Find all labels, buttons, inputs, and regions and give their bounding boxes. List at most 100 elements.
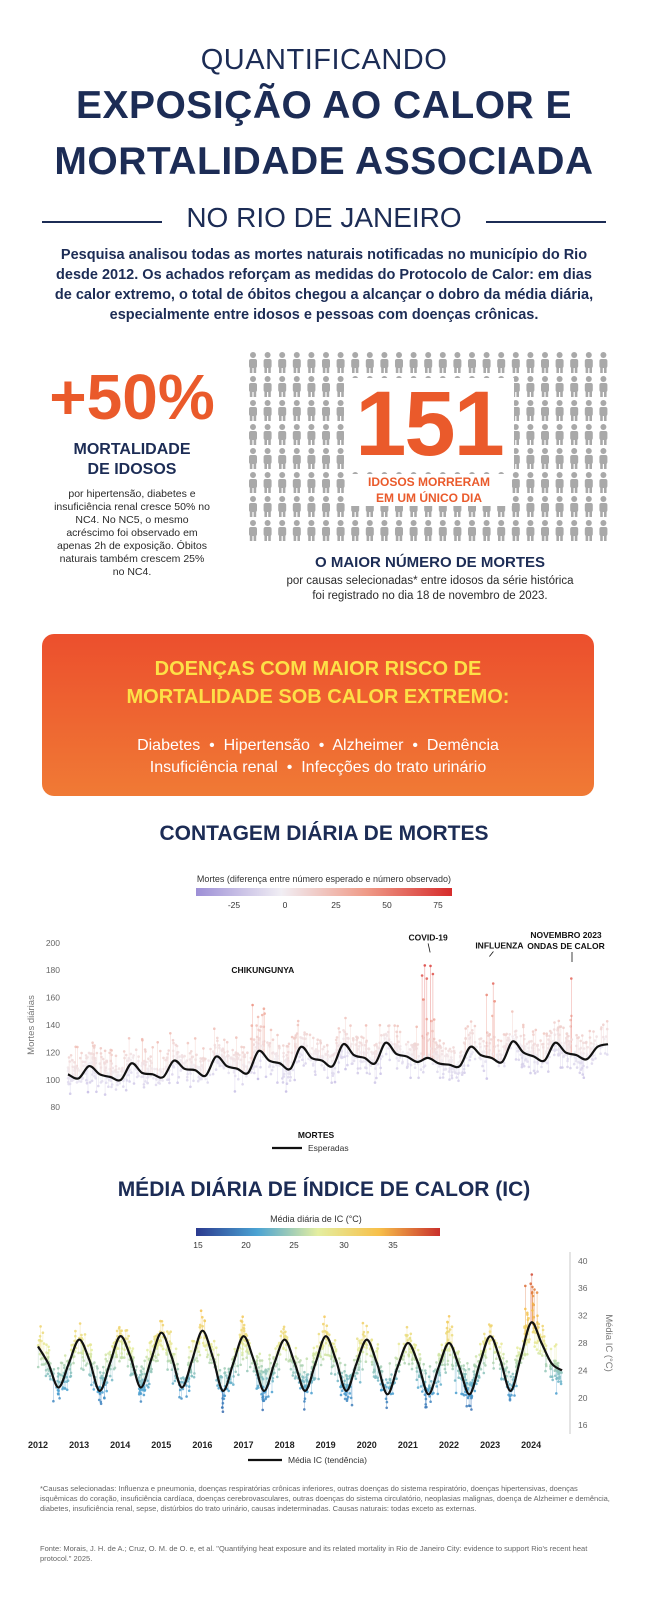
chart2-xtick: 2015 bbox=[151, 1440, 171, 1450]
person-icon bbox=[336, 448, 345, 469]
person-icon bbox=[292, 472, 301, 493]
person-icon bbox=[292, 376, 301, 397]
diseases-title-line1: DOENÇAS COM MAIOR RISCO DE bbox=[154, 658, 482, 680]
person-icon bbox=[336, 400, 345, 421]
person-icon bbox=[307, 520, 316, 541]
person-icon bbox=[468, 520, 476, 541]
annotation-november-2023: NOVEMBRO 2023 bbox=[530, 930, 602, 940]
colorbar1-tick: 0 bbox=[283, 900, 288, 910]
person-icon bbox=[322, 400, 330, 421]
person-icon bbox=[292, 448, 301, 469]
person-icon bbox=[307, 352, 316, 373]
person-icon bbox=[322, 424, 330, 445]
person-icon bbox=[555, 352, 564, 373]
person-icon bbox=[599, 520, 608, 541]
colorbar1-tick: 50 bbox=[382, 900, 392, 910]
diseases-box bbox=[42, 634, 594, 796]
chart2-title: MÉDIA DIÁRIA DE ÍNDICE DE CALOR (IC) bbox=[117, 1178, 531, 1201]
person-icon bbox=[322, 448, 330, 469]
chart2-ytick: 36 bbox=[578, 1283, 588, 1293]
annotation-covid: COVID-19 bbox=[409, 932, 448, 942]
person-icon bbox=[263, 496, 272, 517]
person-icon bbox=[278, 400, 287, 421]
person-icon bbox=[438, 352, 447, 373]
chart2-ylabel: Média IC (°C) bbox=[603, 1314, 614, 1372]
person-icon bbox=[541, 496, 549, 517]
person-icon bbox=[555, 472, 564, 493]
person-icon bbox=[541, 376, 549, 397]
chart1-ytick: 100 bbox=[46, 1075, 60, 1085]
colorbar2-tick: 15 bbox=[193, 1240, 203, 1250]
title-line-1: QUANTIFICANDO bbox=[200, 44, 448, 76]
person-icon bbox=[263, 448, 272, 469]
person-icon bbox=[322, 352, 330, 373]
colorbar1-tick: 25 bbox=[331, 900, 341, 910]
person-icon bbox=[497, 520, 506, 541]
person-icon bbox=[278, 496, 287, 517]
chart2-ytick: 16 bbox=[578, 1420, 588, 1430]
person-icon bbox=[380, 352, 389, 373]
stat-151-label-line2: EM UM ÚNICO DIA bbox=[376, 491, 482, 505]
heat-index-chart: Média diária de IC (°C)15 20 25 30 351620242… bbox=[28, 1214, 614, 1465]
person-icon bbox=[278, 448, 287, 469]
person-icon bbox=[424, 352, 433, 373]
person-icon bbox=[336, 496, 345, 517]
person-icon bbox=[584, 376, 593, 397]
person-icon bbox=[307, 400, 316, 421]
annotation-heat-waves: ONDAS DE CALOR bbox=[527, 941, 604, 951]
person-icon bbox=[292, 400, 301, 421]
person-icon bbox=[599, 400, 608, 421]
chart1-ytick: 160 bbox=[46, 993, 60, 1003]
person-icon bbox=[336, 472, 345, 493]
person-icon bbox=[526, 496, 535, 517]
chart2-ytick: 40 bbox=[578, 1256, 588, 1266]
person-icon bbox=[584, 472, 593, 493]
person-icon bbox=[511, 352, 520, 373]
person-icon bbox=[292, 520, 301, 541]
person-icon bbox=[555, 448, 564, 469]
chart2-xtick: 2013 bbox=[69, 1440, 89, 1450]
person-icon bbox=[599, 496, 608, 517]
intro-text: Pesquisa analisou todas as mortes natura… bbox=[54, 247, 594, 323]
person-icon bbox=[541, 424, 549, 445]
person-icon bbox=[453, 520, 462, 541]
person-icon bbox=[278, 472, 287, 493]
person-icon bbox=[307, 424, 316, 445]
person-icon bbox=[365, 520, 374, 541]
person-icon bbox=[292, 496, 301, 517]
person-icon bbox=[351, 352, 360, 373]
chart1-expected-line bbox=[67, 1040, 609, 1082]
person-icon bbox=[584, 448, 593, 469]
stat-151-text-line2: foi registrado no dia 18 de novembro de … bbox=[312, 590, 548, 602]
stat-151-value: 151 bbox=[344, 378, 514, 470]
person-icon bbox=[249, 472, 257, 493]
stat-151-text-line1: por causas selecionadas* entre idosos da… bbox=[286, 575, 574, 587]
person-icon bbox=[526, 376, 535, 397]
person-icon bbox=[599, 352, 608, 373]
person-icon bbox=[584, 400, 593, 421]
person-icon bbox=[395, 520, 403, 541]
person-icon bbox=[322, 376, 330, 397]
colorbar2-tick: 35 bbox=[388, 1240, 398, 1250]
chart1-points bbox=[66, 964, 609, 1096]
person-icon bbox=[555, 376, 564, 397]
mortality-chart: Mortes (diferença entre número esperado … bbox=[26, 874, 609, 1153]
person-icon bbox=[599, 472, 608, 493]
stat-50-label: MORTALIDADE DE IDOSOS bbox=[52, 440, 212, 480]
person-icon bbox=[249, 424, 257, 445]
person-icon bbox=[249, 496, 257, 517]
chart1-ytick: 200 bbox=[46, 938, 60, 948]
colorbar2-tick: 20 bbox=[241, 1240, 251, 1250]
annotation-influenza: INFLUENZA bbox=[475, 941, 523, 951]
colorbar1 bbox=[196, 888, 452, 896]
chart2-xtick: 2012 bbox=[28, 1440, 48, 1450]
person-icon bbox=[555, 520, 564, 541]
title-line-3: MORTALIDADE ASSOCIADA bbox=[54, 140, 594, 183]
person-icon bbox=[263, 472, 272, 493]
person-icon bbox=[263, 352, 272, 373]
chart2-xtick: 2021 bbox=[398, 1440, 418, 1450]
person-icon bbox=[526, 352, 535, 373]
person-icon bbox=[555, 400, 564, 421]
chart2-xtick: 2023 bbox=[480, 1440, 500, 1450]
person-icon bbox=[249, 448, 257, 469]
